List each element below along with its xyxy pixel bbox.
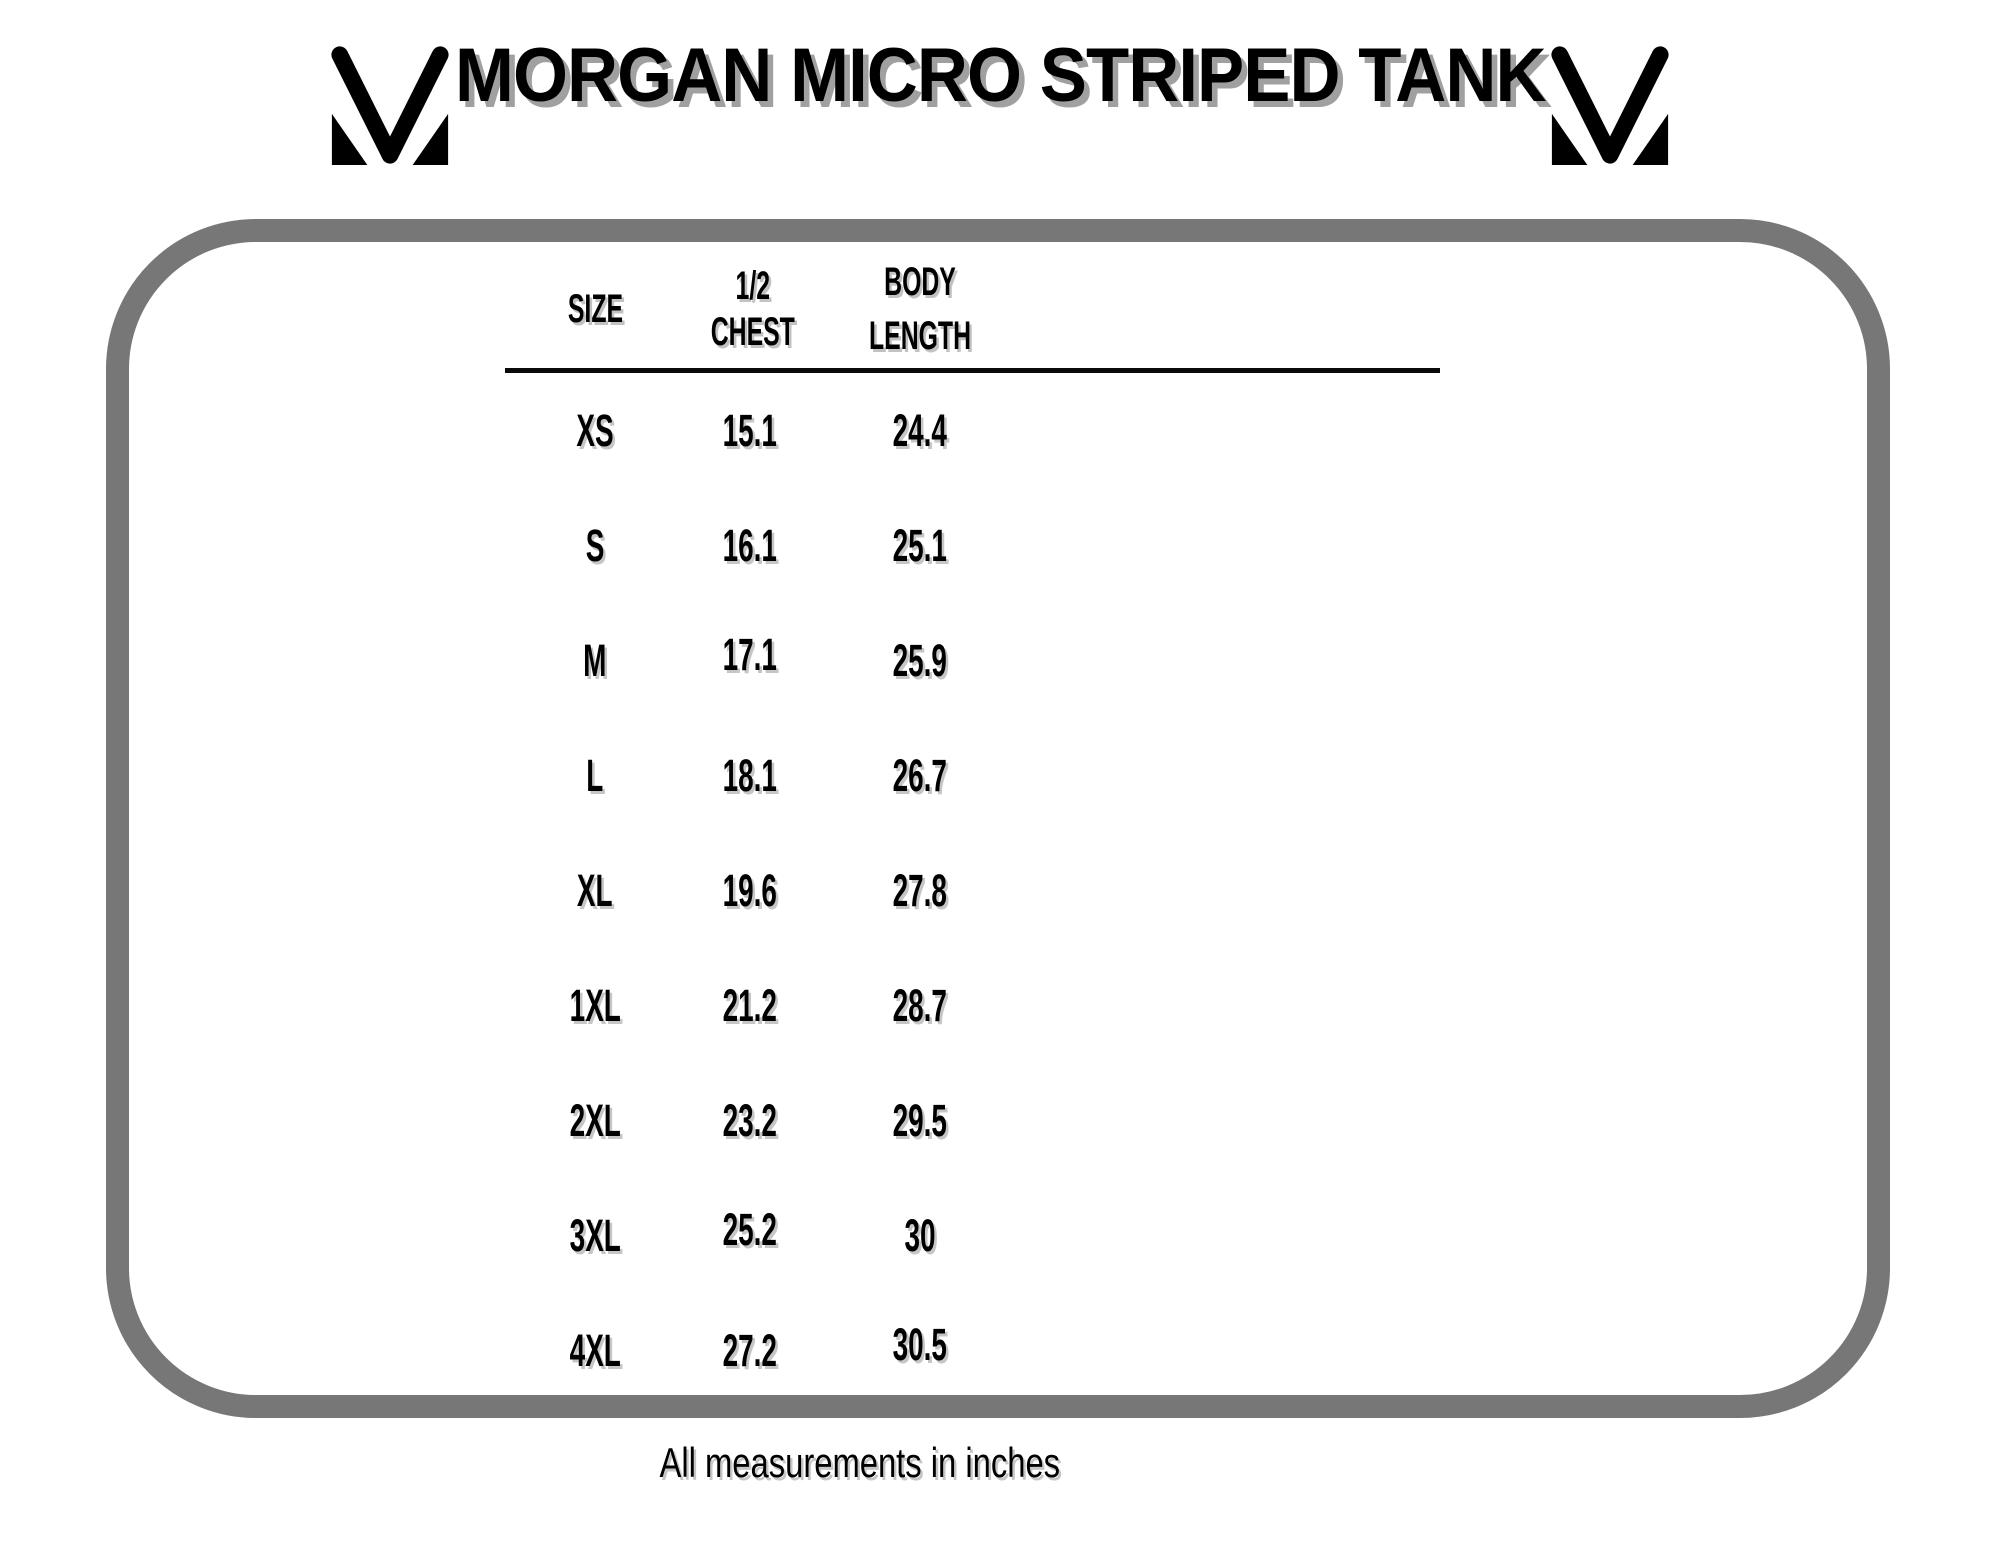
size-cell: 2XL (569, 1094, 621, 1146)
size-cell: L (586, 749, 604, 801)
body-length-cell: 30 (904, 1209, 936, 1261)
measurements-note: All measurements in inches (659, 1439, 1061, 1486)
half-chest-cell: 21.2 (722, 979, 778, 1031)
table-row: M 17.1 25.9 (505, 603, 1440, 718)
table-row: 4XL 27.2 30.5 (505, 1293, 1440, 1408)
body-length-cell: 24.4 (892, 404, 948, 456)
body-length-cell: 26.7 (892, 749, 948, 801)
column-header-body-length: BODY LENGTH (869, 260, 971, 358)
table-row: XS 15.1 24.4 (505, 373, 1440, 488)
header-underline (505, 368, 1440, 373)
half-chest-cell: 17.1 (722, 628, 778, 680)
body-length-cell: 25.9 (892, 634, 948, 686)
size-cell: XS (576, 404, 614, 456)
page-header: MORGAN MICRO STRIPED TANK (0, 28, 2000, 168)
column-header-size: SIZE (567, 287, 623, 331)
body-length-cell: 30.5 (892, 1318, 948, 1370)
half-chest-cell: 16.1 (722, 519, 778, 571)
body-length-cell: 27.8 (892, 864, 948, 916)
table-row: 1XL 21.2 28.7 (505, 948, 1440, 1063)
table-row: 3XL 25.2 30 (505, 1178, 1440, 1293)
mv-logo-icon (331, 46, 449, 166)
column-header-half-chest: 1/2 CHEST (710, 264, 795, 354)
body-length-cell: 28.7 (892, 979, 948, 1031)
size-cell: 3XL (569, 1209, 621, 1261)
table-row: 2XL 23.2 29.5 (505, 1063, 1440, 1178)
half-chest-cell: 25.2 (722, 1203, 778, 1255)
size-cell: 4XL (569, 1324, 621, 1376)
half-chest-cell: 23.2 (722, 1094, 778, 1146)
half-chest-cell: 15.1 (722, 404, 778, 456)
size-rows: XS 15.1 24.4 S 16.1 25.1 (505, 373, 1440, 1408)
page-title: MORGAN MICRO STRIPED TANK (454, 33, 1547, 118)
half-chest-cell: 27.2 (722, 1324, 778, 1376)
table-row: XL 19.6 27.8 (505, 833, 1440, 948)
chart-frame (106, 219, 1890, 1418)
half-chest-cell: 18.1 (722, 749, 778, 801)
table-row: L 18.1 26.7 (505, 718, 1440, 833)
size-cell: M (583, 634, 607, 686)
body-length-cell: 25.1 (892, 519, 948, 571)
mv-logo-icon (1551, 46, 1669, 166)
size-cell: XL (577, 864, 613, 916)
size-chart-table: SIZE 1/2 CHEST BODY LENGTH XS 15.1 24.4 (505, 250, 1440, 1408)
size-cell: 1XL (569, 979, 621, 1031)
table-header-row: SIZE 1/2 CHEST BODY LENGTH (505, 250, 1440, 368)
size-cell: S (585, 519, 605, 571)
page-title-wrap: MORGAN MICRO STRIPED TANK (414, 28, 1587, 144)
half-chest-cell: 19.6 (722, 864, 778, 916)
body-length-cell: 29.5 (892, 1094, 948, 1146)
table-row: S 16.1 25.1 (505, 488, 1440, 603)
